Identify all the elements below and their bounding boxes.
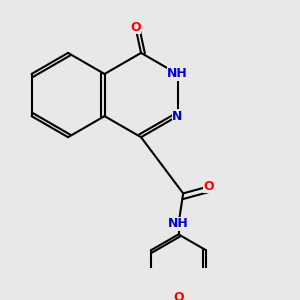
Text: O: O xyxy=(173,291,184,300)
Text: NH: NH xyxy=(168,217,189,230)
Text: O: O xyxy=(204,180,214,193)
Text: O: O xyxy=(130,21,141,34)
Text: NH: NH xyxy=(167,68,188,80)
Text: N: N xyxy=(172,110,183,123)
